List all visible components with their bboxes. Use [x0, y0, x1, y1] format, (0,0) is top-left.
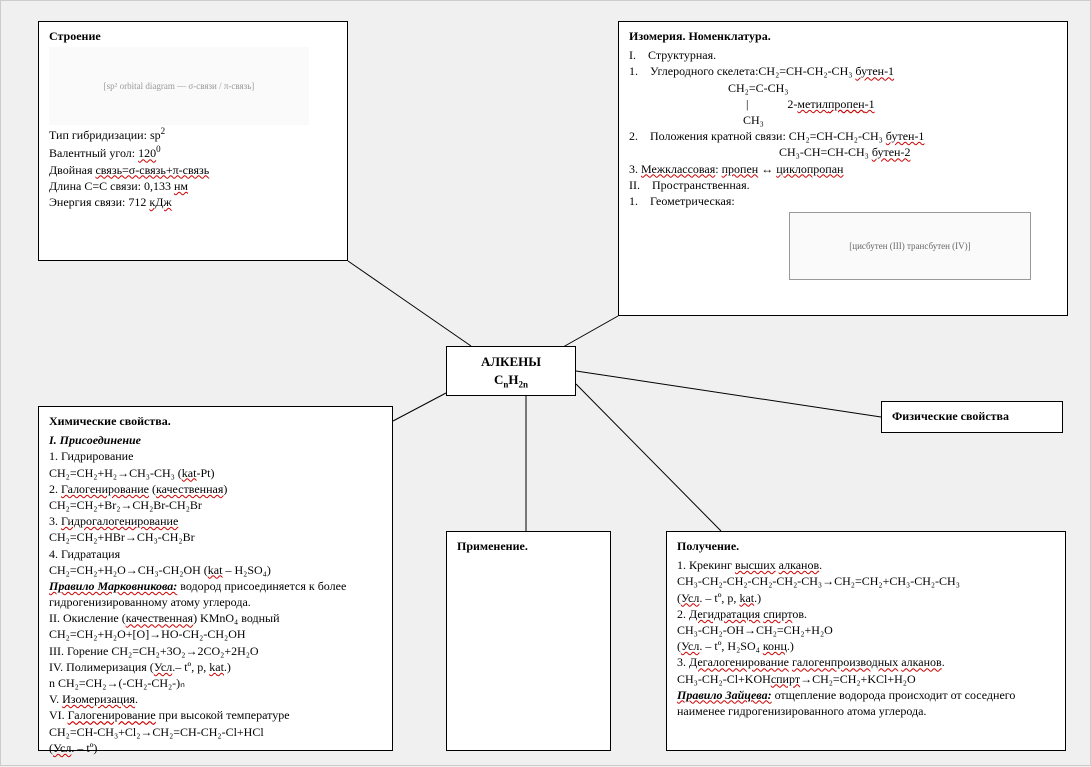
- chemprops-section1: I. Присоединение: [49, 432, 382, 448]
- formula-c: C: [494, 372, 503, 387]
- isomerism-title: Изомерия. Номенклатура.: [629, 28, 1057, 44]
- center-formula: CnH2n: [463, 371, 559, 391]
- isomerism-content: I. Структурная.1. Углеродного скелета:CH…: [629, 47, 1057, 209]
- zaitsev-label: Правило Зайцева:: [677, 688, 772, 702]
- zaitsev-rule: Правило Зайцева: отщепление водорода про…: [677, 687, 1055, 719]
- chemprops-title: Химические свойства.: [49, 413, 382, 429]
- cis-trans-diagram: [цисбутен (III) трансбутен (IV)]: [789, 212, 1031, 280]
- application-title: Применение.: [457, 538, 600, 554]
- isomerism-box: Изомерия. Номенклатура. I. Структурная.1…: [618, 21, 1068, 316]
- physprops-box: Физические свойства: [881, 401, 1063, 433]
- chemprops-tail: II. Окисление (качественная) KMnO₄ водны…: [49, 610, 382, 756]
- application-box: Применение.: [446, 531, 611, 751]
- center-title: АЛКЕНЫ: [463, 353, 559, 371]
- structure-title: Строение: [49, 28, 337, 44]
- chemprops-box: Химические свойства. I. Присоединение 1.…: [38, 406, 393, 751]
- markov-rule: Правило Марковникова: водород присоединя…: [49, 578, 382, 610]
- production-items: 1. Крекинг высших алканов.CH₃-CH₂-CH₂-CH…: [677, 557, 1055, 687]
- production-title: Получение.: [677, 538, 1055, 554]
- physprops-title: Физические свойства: [892, 409, 1009, 423]
- formula-n2: 2n: [519, 380, 529, 390]
- orbital-diagram: [sp² orbital diagram — σ-связи / π-связь…: [49, 47, 309, 125]
- chemprops-items: 1. ГидрированиеCH₂=CH₂+H₂→CH₃-CH₃ (kat-P…: [49, 448, 382, 578]
- structure-lines: Тип гибридизации: sp2Валентный угол: 120…: [49, 125, 337, 210]
- production-box: Получение. 1. Крекинг высших алканов.CH₃…: [666, 531, 1066, 751]
- structure-box: Строение [sp² orbital diagram — σ-связи …: [38, 21, 348, 261]
- formula-h: H: [508, 372, 518, 387]
- center-node: АЛКЕНЫ CnH2n: [446, 346, 576, 396]
- diagram-canvas: АЛКЕНЫ CnH2n Строение [sp² orbital diagr…: [0, 0, 1091, 766]
- markov-label: Правило Марковникова:: [49, 579, 177, 593]
